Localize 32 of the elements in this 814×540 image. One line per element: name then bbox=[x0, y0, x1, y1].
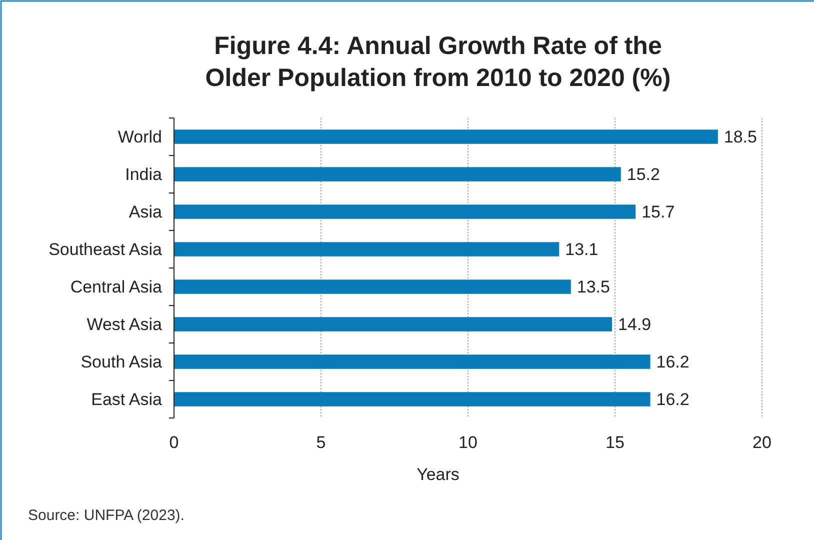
data-label: 18.5 bbox=[724, 128, 757, 147]
x-axis-title: Years bbox=[416, 465, 460, 484]
bar bbox=[174, 317, 612, 332]
y-tick-label: Central Asia bbox=[70, 278, 163, 297]
data-label: 16.2 bbox=[656, 390, 690, 410]
x-tick-label: 15 bbox=[606, 433, 624, 452]
y-tick-label: World bbox=[118, 128, 162, 147]
x-tick-label: 0 bbox=[169, 433, 179, 452]
x-tick-label: 5 bbox=[316, 433, 326, 452]
bar bbox=[174, 280, 571, 294]
y-tick-label: South Asia bbox=[80, 352, 163, 372]
bar bbox=[174, 167, 621, 182]
data-label: 13.5 bbox=[576, 278, 610, 297]
bar bbox=[174, 242, 560, 256]
data-label: 15.2 bbox=[626, 165, 660, 184]
x-tick-label: 20 bbox=[752, 433, 772, 452]
data-label: 14.9 bbox=[618, 315, 652, 334]
data-label: 15.7 bbox=[642, 202, 675, 222]
source-note: Source: UNFPA (2023). bbox=[28, 507, 184, 524]
bar bbox=[174, 392, 650, 406]
chart-title: Figure 4.4: Annual Growth Rate of the Older Population from 2010 to 2020 (%) bbox=[205, 32, 671, 92]
y-tick-label: India bbox=[125, 165, 163, 184]
data-label: 16.2 bbox=[656, 352, 690, 372]
data-label: 13.1 bbox=[565, 240, 598, 260]
y-tick-label: Asia bbox=[128, 202, 163, 222]
y-tick-label: West Asia bbox=[86, 315, 163, 334]
x-tick-label: 10 bbox=[458, 433, 478, 452]
bar bbox=[174, 204, 636, 219]
bar bbox=[174, 130, 718, 144]
y-tick-label: Southeast Asia bbox=[48, 240, 163, 260]
bar bbox=[174, 354, 650, 369]
y-tick-label: East Asia bbox=[91, 390, 163, 410]
